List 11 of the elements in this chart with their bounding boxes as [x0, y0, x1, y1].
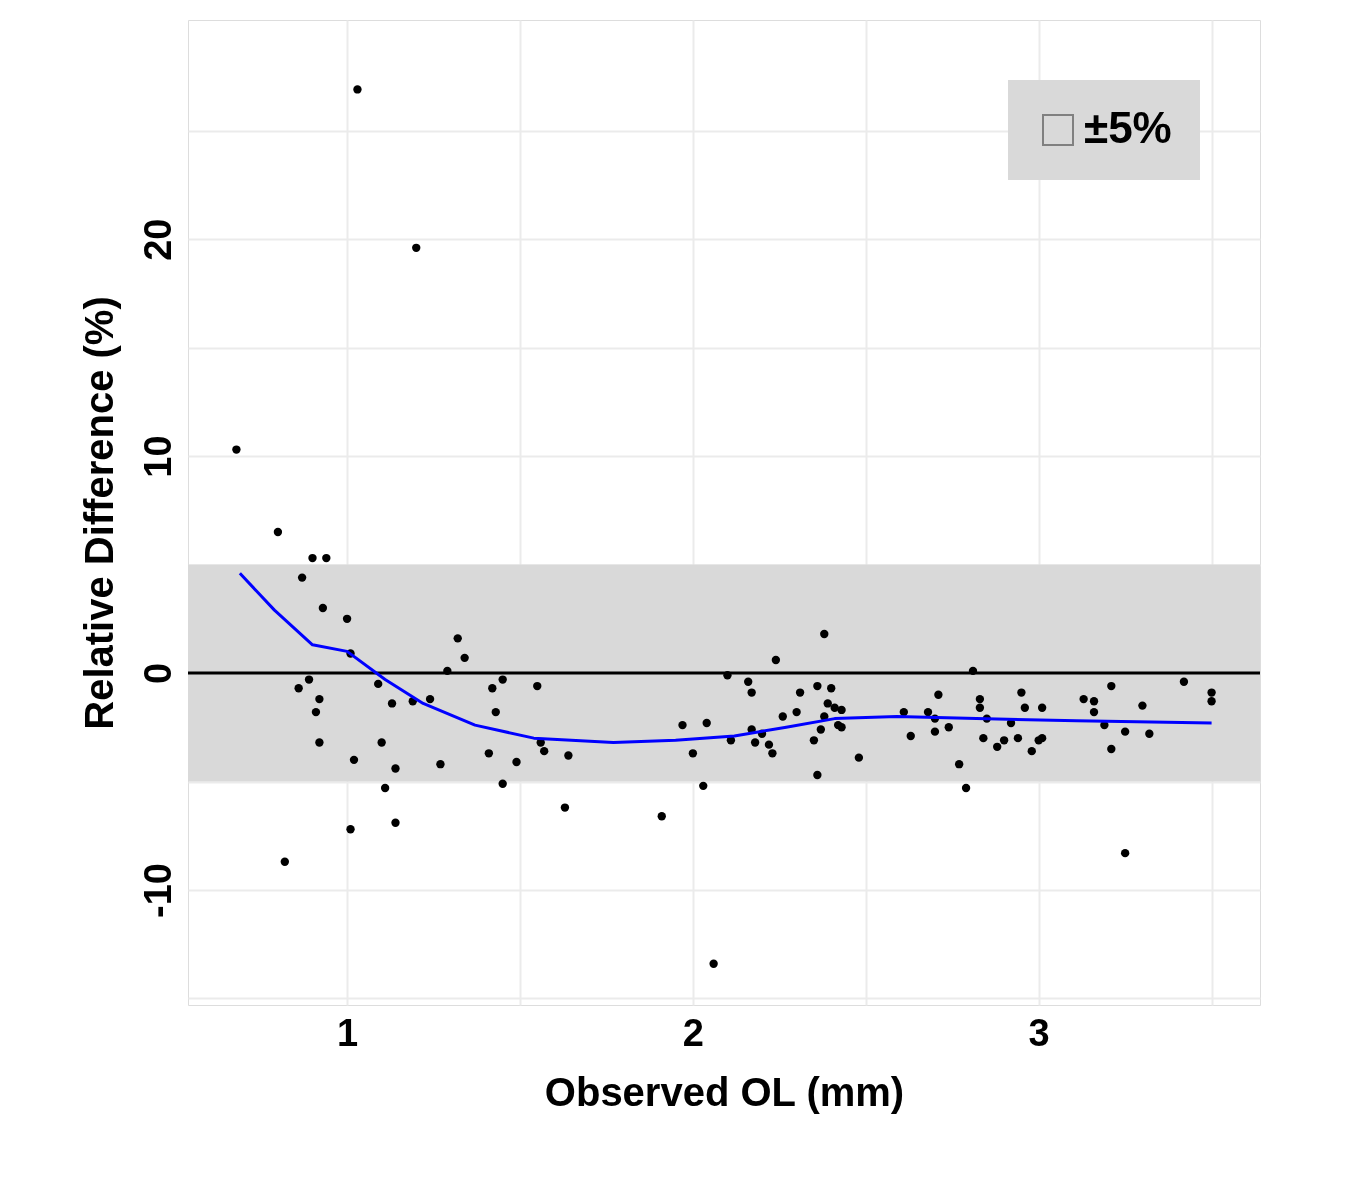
- y-axis-title: Relative Difference (%): [76, 296, 121, 730]
- line-series: [238, 571, 1214, 744]
- x-tick-label: 1: [337, 1011, 359, 1054]
- y-tick-label: 10: [136, 435, 179, 478]
- x-tick-label: 2: [682, 1011, 704, 1054]
- legend-label: ±5%: [1084, 103, 1172, 152]
- y-tick-label: 20: [136, 218, 179, 261]
- x-tick-label: 3: [1028, 1011, 1050, 1054]
- y-tick-label: 0: [136, 662, 179, 685]
- y-tick-label: -10: [136, 863, 179, 918]
- x-axis-title: Observed OL (mm): [544, 1069, 905, 1114]
